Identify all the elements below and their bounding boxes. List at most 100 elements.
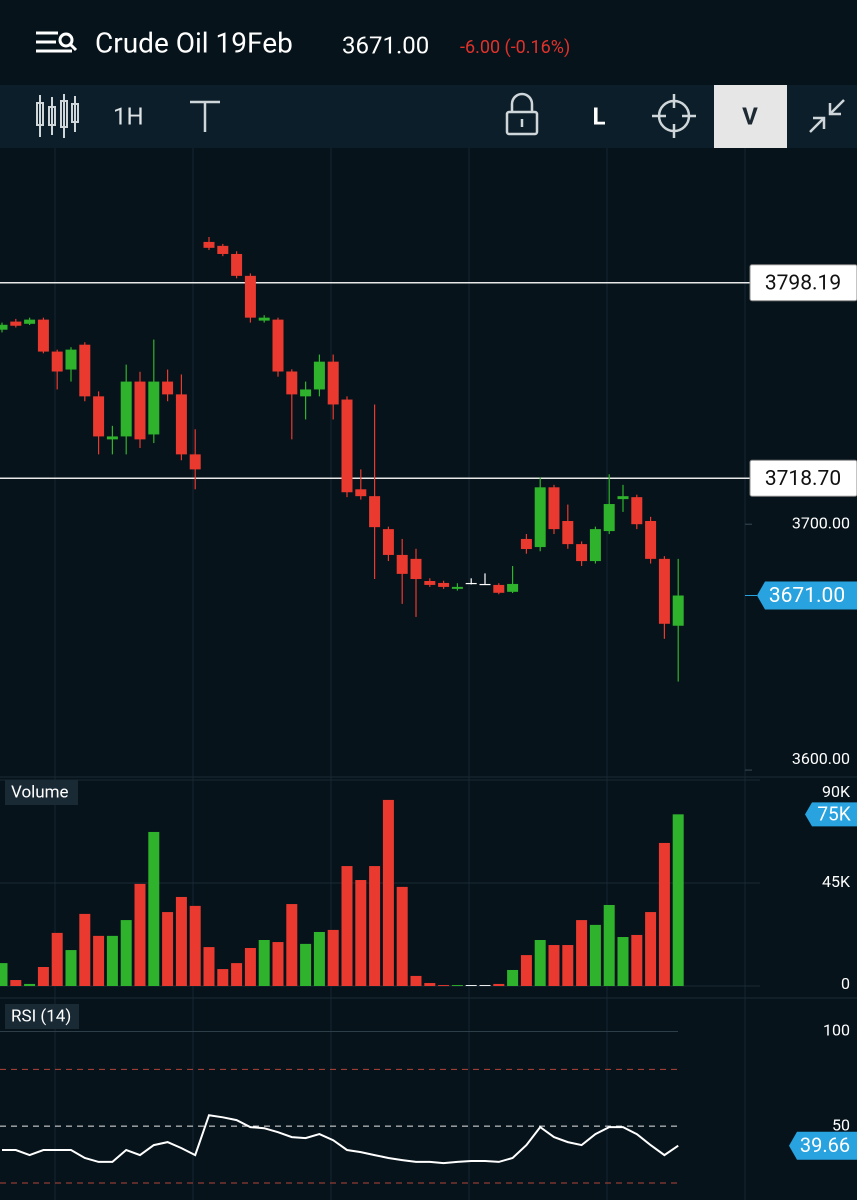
candle-body <box>134 381 146 440</box>
volume-bar <box>548 945 560 986</box>
candle-body <box>631 497 643 525</box>
candle-body <box>148 381 160 435</box>
last-price-label: 3671.00 <box>769 584 845 608</box>
y-tick-label: 3600.00 <box>792 749 850 768</box>
candle-body <box>175 394 187 455</box>
interval-button[interactable]: 1H <box>113 102 144 130</box>
rsi-line <box>2 1114 679 1165</box>
candle-body <box>217 245 229 254</box>
volume-bar <box>79 913 91 986</box>
instrument-title: Crude Oil 19Feb <box>95 26 293 59</box>
v-button-bg[interactable] <box>714 85 787 148</box>
time-grid <box>54 148 746 1200</box>
candle-body <box>106 436 118 440</box>
volume-bar <box>217 969 229 986</box>
candle-body <box>203 241 215 248</box>
candle-body <box>520 538 532 550</box>
volume-bar <box>396 886 408 986</box>
rsi-last-label: 39.66 <box>800 1133 850 1157</box>
volume-bar <box>410 975 422 986</box>
volume-bar <box>507 969 519 986</box>
y-tick-label: 0 <box>841 974 850 993</box>
pane-title-bg <box>5 780 78 805</box>
candle-body <box>65 349 77 370</box>
volume-bar <box>0 963 8 986</box>
candle-body <box>286 371 298 395</box>
volume-bar <box>106 935 118 986</box>
volume-bar <box>520 955 532 986</box>
lock-button[interactable] <box>505 92 539 136</box>
candle-body <box>603 504 615 532</box>
price-line-label-bg <box>749 264 857 302</box>
volume-bar <box>589 924 601 986</box>
volume-bar <box>424 983 436 986</box>
candle-body <box>313 361 325 390</box>
volume-bar <box>203 947 215 986</box>
volume-bar <box>258 939 270 986</box>
volume-bar <box>148 831 160 986</box>
candle-body <box>341 399 353 493</box>
crosshair-button[interactable] <box>652 94 696 138</box>
candle-body <box>424 580 436 585</box>
volume-bar <box>93 935 105 986</box>
l-button[interactable]: L <box>593 102 606 130</box>
text-tool-button[interactable] <box>190 100 220 132</box>
candle-body <box>272 319 284 372</box>
volume-bar <box>313 931 325 986</box>
volume-bar <box>65 950 77 986</box>
chart-type-button[interactable] <box>36 94 79 138</box>
pane-title-bg <box>5 1004 79 1029</box>
candle-body <box>617 496 629 500</box>
candle-body <box>0 324 8 330</box>
candle-body <box>355 489 367 497</box>
y-tick-label: 90K <box>822 782 851 801</box>
candle-body <box>300 389 312 397</box>
candle-body <box>258 317 270 321</box>
candle-body <box>451 586 463 589</box>
volume-bar <box>617 937 629 986</box>
candle-body <box>51 351 63 372</box>
candle-body <box>396 554 408 574</box>
candle-body <box>589 529 601 562</box>
candle-body <box>493 584 505 593</box>
candle-body <box>534 487 546 548</box>
candle-body <box>10 321 22 326</box>
candle-body <box>189 454 201 470</box>
pane-title: Volume <box>11 782 69 802</box>
candle-body <box>327 361 339 405</box>
volume-bar <box>244 948 256 986</box>
volume-bar <box>134 883 146 986</box>
volume-bar <box>451 985 463 986</box>
candle-body <box>79 344 91 397</box>
candle-body <box>93 396 105 437</box>
menu-icon[interactable] <box>36 31 78 53</box>
candle-body <box>576 544 588 562</box>
volume-bar <box>37 967 49 986</box>
price-line-label-bg <box>749 459 857 497</box>
candle-body <box>479 583 491 586</box>
last-volume-badge <box>805 802 857 827</box>
candle-body <box>382 529 394 555</box>
volume-bar <box>493 983 505 986</box>
candle-body <box>162 381 174 395</box>
volume-bar <box>672 814 684 986</box>
candle-body <box>410 558 422 580</box>
volume-bar <box>576 920 588 986</box>
candle-body <box>548 487 560 530</box>
volume-bar <box>465 985 477 986</box>
volume-bar <box>51 932 63 986</box>
volume-bar <box>382 799 394 986</box>
volume-bar <box>534 939 546 986</box>
volume-bar <box>355 880 367 986</box>
volume-bar <box>603 904 615 986</box>
collapse-button[interactable] <box>809 99 845 133</box>
y-tick-label: 50 <box>832 1115 850 1134</box>
volume-bar <box>645 912 657 986</box>
y-tick-label: 100 <box>823 1021 850 1040</box>
v-button[interactable]: V <box>742 102 758 130</box>
pane-title: RSI (14) <box>11 1006 71 1026</box>
candle-body <box>24 319 36 324</box>
candle-body <box>438 582 450 587</box>
candle-body <box>369 496 381 528</box>
